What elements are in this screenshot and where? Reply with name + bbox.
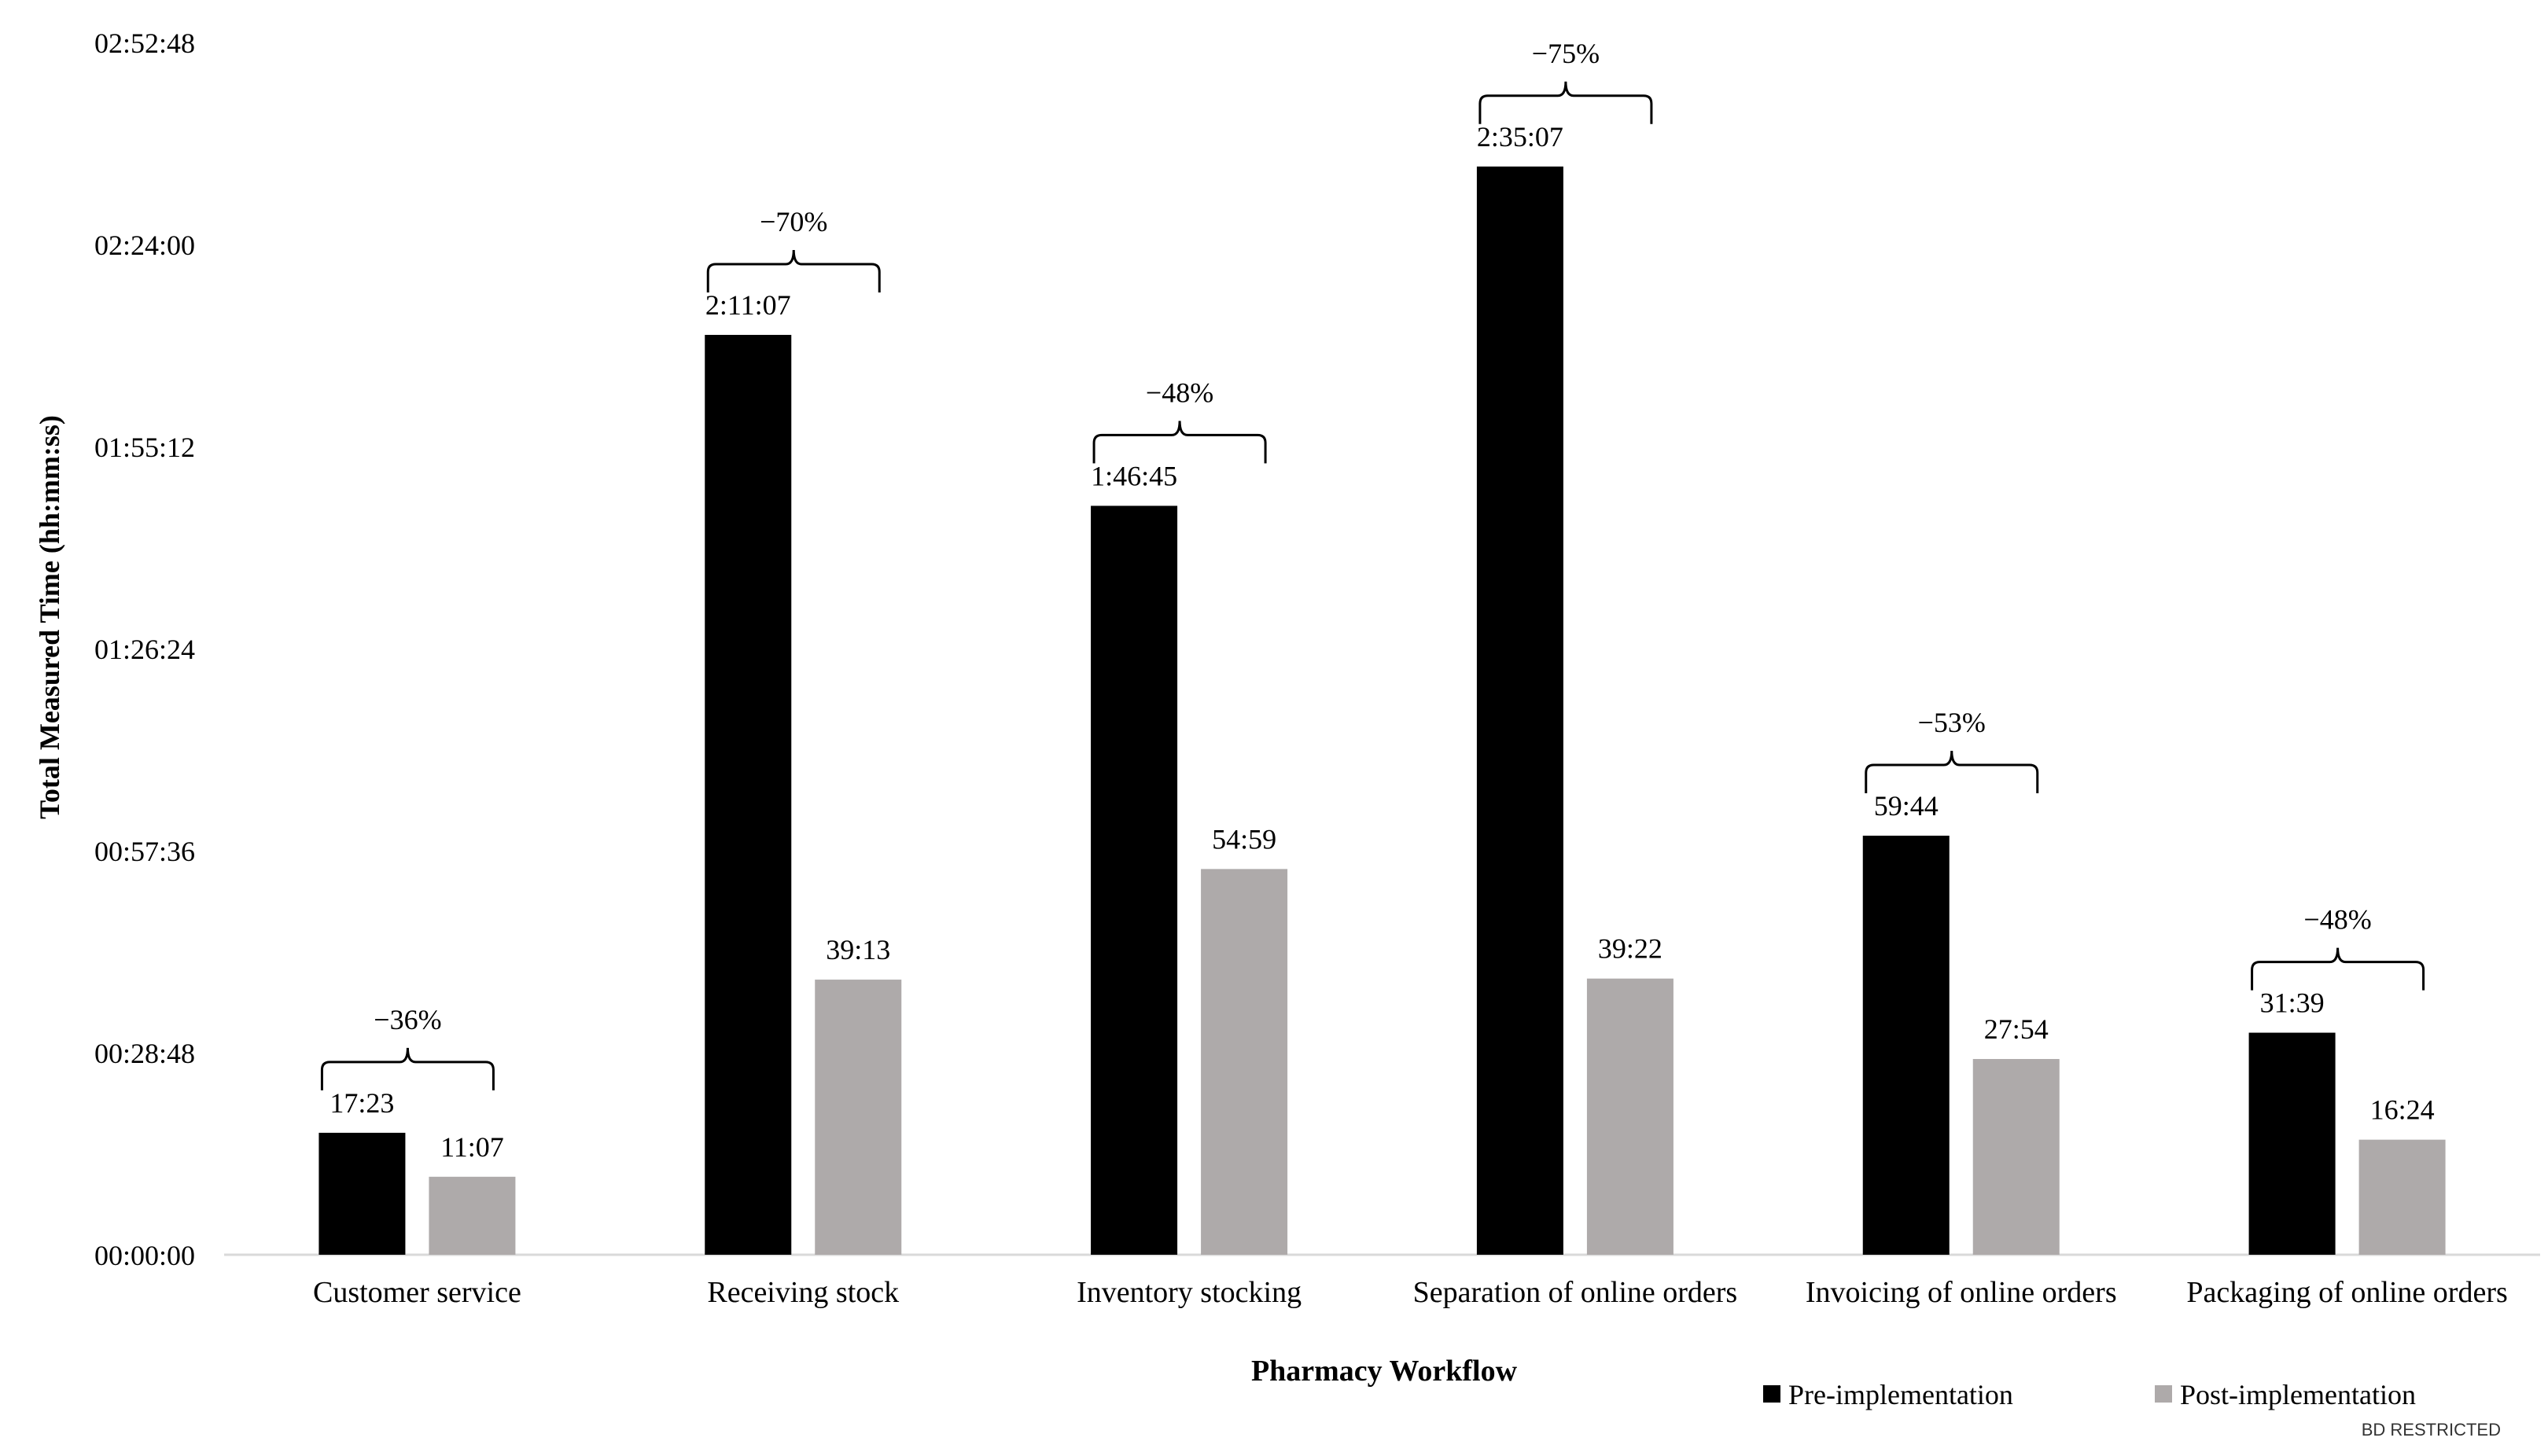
bar-pre-implementation [1862, 835, 1950, 1255]
classification-label: BD RESTRICTED [2362, 1420, 2501, 1439]
y-tick-label: 02:24:00 [94, 230, 195, 261]
reduction-bracket [1865, 750, 2039, 793]
x-tick-label: Invoicing of online orders [1806, 1276, 2117, 1309]
legend-swatch-pre [1763, 1385, 1780, 1403]
y-tick-label: 00:00:00 [94, 1240, 195, 1271]
reduction-bracket [1478, 81, 1653, 124]
y-axis-title: Total Measured Time (hh:mm:ss) [34, 415, 65, 819]
legend: Pre-implementation Post-implementation [1763, 1379, 2416, 1410]
bar-pre-implementation [705, 334, 792, 1256]
data-label-post: 11:07 [440, 1131, 504, 1163]
bar-post-implementation [1972, 1059, 2060, 1255]
data-label-pre: 59:44 [1874, 790, 1939, 822]
data-label-pre: 1:46:45 [1091, 460, 1177, 491]
x-axis-title: Pharmacy Workflow [1251, 1355, 1518, 1388]
bar-post-implementation [815, 980, 902, 1255]
x-tick-label: Inventory stocking [1077, 1276, 1302, 1309]
y-tick-label: 02:52:48 [94, 28, 195, 59]
bar-post-implementation [429, 1176, 516, 1255]
data-label-post: 16:24 [2370, 1094, 2435, 1126]
reduction-percentage-label: −53% [1918, 707, 1986, 738]
reduction-bracket [320, 1047, 495, 1090]
bars: 17:23 11:07 2:11:07 39:13 1:46:45 54:59 2:35:0… [318, 121, 2446, 1256]
bar-pre-implementation [1091, 506, 1178, 1255]
x-tick-label: Packaging of online orders [2186, 1276, 2507, 1309]
data-label-pre: 17:23 [330, 1087, 394, 1119]
reduction-percentage-label: −48% [2303, 904, 2371, 936]
reduction-percentage-label: −36% [374, 1004, 441, 1035]
legend-label-pre: Pre-implementation [1788, 1379, 2013, 1410]
data-label-post: 27:54 [1984, 1013, 2049, 1045]
y-tick-label: 00:28:48 [94, 1038, 195, 1069]
x-tick-label: Receiving stock [707, 1276, 899, 1309]
reduction-bracket [1092, 421, 1267, 464]
bar-post-implementation [2358, 1139, 2446, 1255]
y-tick-label: 01:26:24 [94, 634, 195, 665]
y-tick-label: 01:55:12 [94, 432, 195, 463]
x-tick-label: Customer service [313, 1276, 521, 1309]
data-label-pre: 2:35:07 [1477, 121, 1563, 153]
y-tick-label: 00:57:36 [94, 836, 195, 867]
legend-swatch-post [2155, 1385, 2172, 1403]
data-label-post: 54:59 [1212, 823, 1276, 855]
reduction-percentage-label: −75% [1532, 38, 1600, 69]
x-axis-ticks: Customer service Receiving stock Inventory… [313, 1276, 2508, 1309]
y-axis-ticks: 00:00:00 00:28:48 00:57:36 01:26:24 01:55:12… [94, 28, 195, 1271]
bar-post-implementation [1201, 869, 1288, 1255]
reduction-bracket [706, 249, 881, 292]
reduction-percentage-label: −48% [1146, 377, 1213, 408]
reduction-bracket [2251, 947, 2425, 991]
reduction-brackets: −36% −70% −48% −75% −53% −48% [320, 38, 2425, 1090]
data-label-pre: 2:11:07 [705, 289, 791, 321]
bar-pre-implementation [318, 1132, 406, 1255]
reduction-percentage-label: −70% [760, 206, 827, 237]
bar-pre-implementation [2248, 1032, 2336, 1255]
data-label-pre: 31:39 [2260, 987, 2325, 1019]
data-label-post: 39:13 [826, 934, 890, 965]
bar-post-implementation [1586, 978, 1674, 1255]
data-label-post: 39:22 [1598, 933, 1662, 965]
bar-pre-implementation [1476, 166, 1563, 1255]
x-tick-label: Separation of online orders [1413, 1276, 1738, 1309]
legend-label-post: Post-implementation [2180, 1379, 2416, 1410]
